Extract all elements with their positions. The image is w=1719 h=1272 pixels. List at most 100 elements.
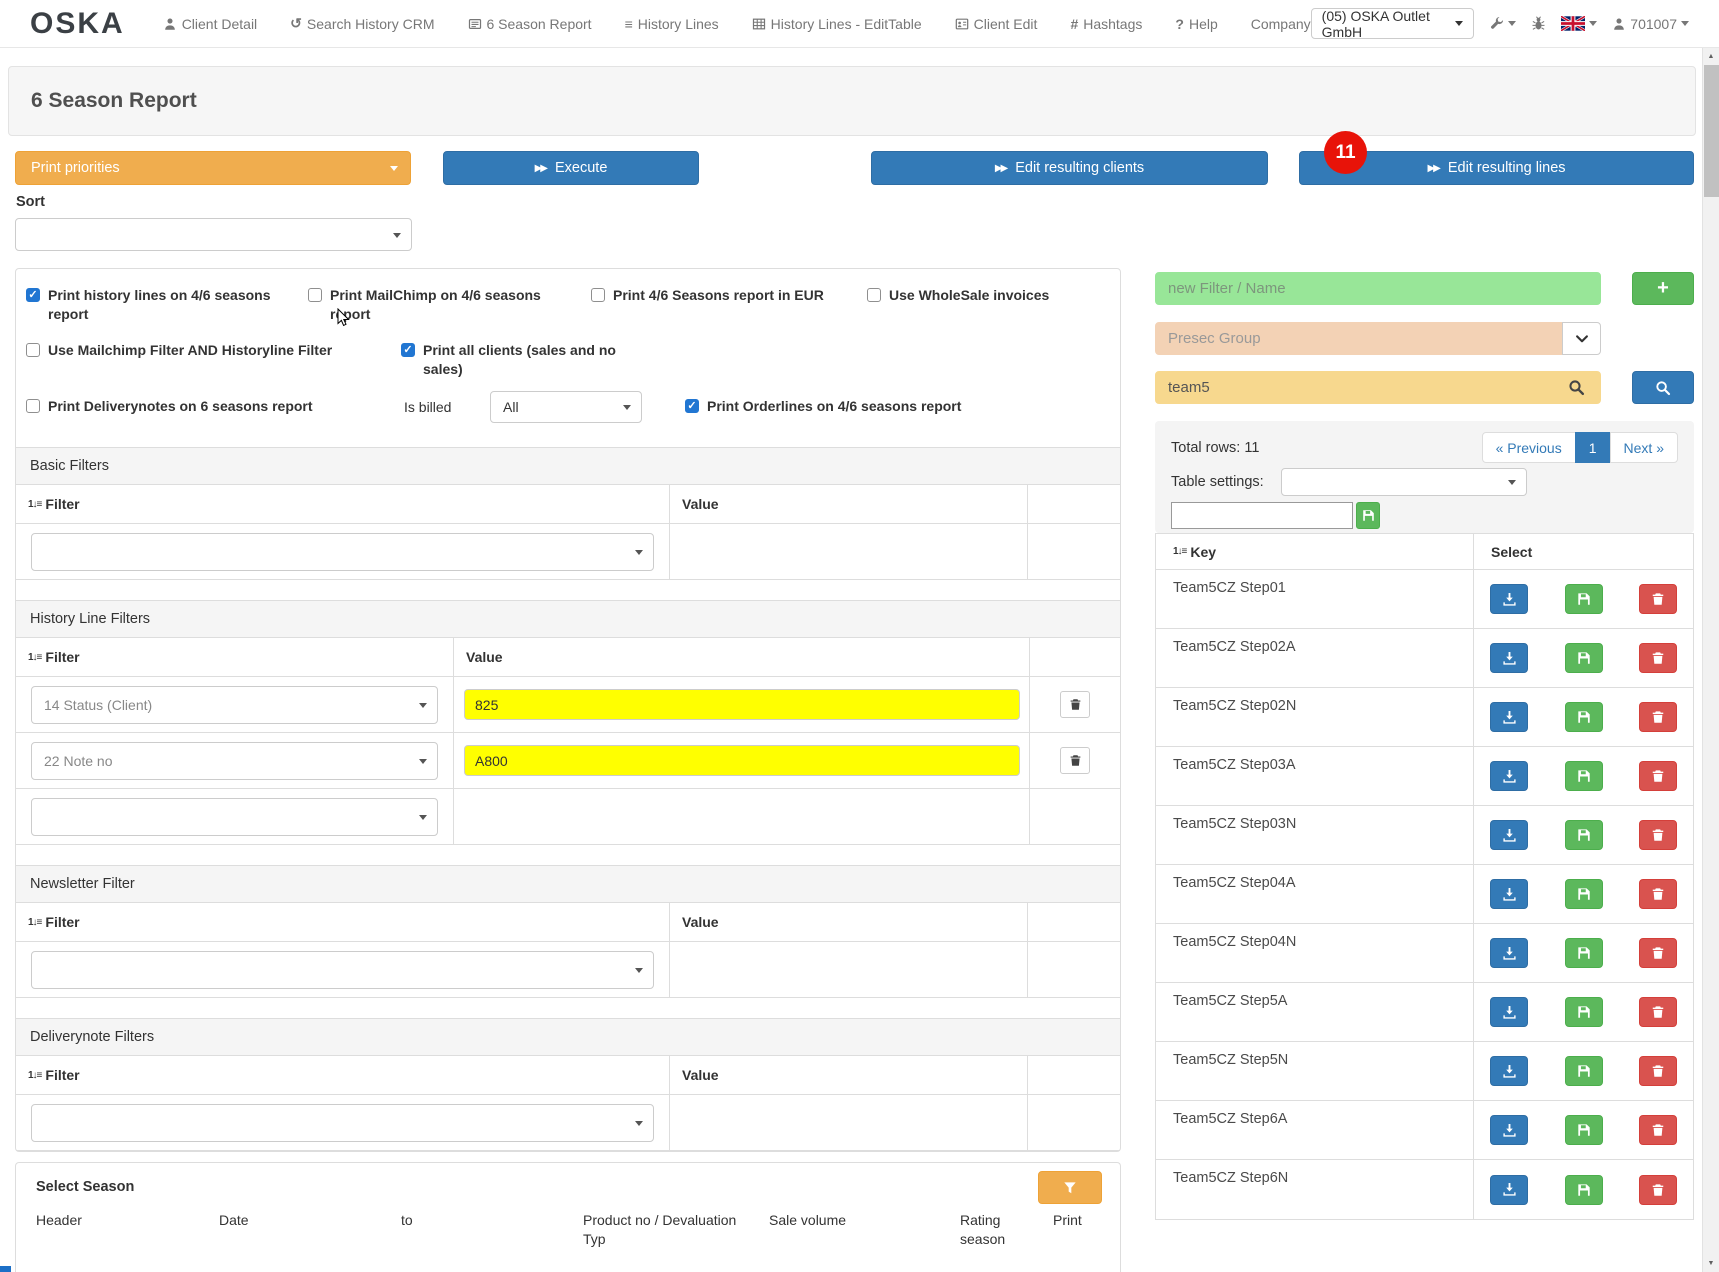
checkbox-print-orderlines[interactable]: Print Orderlines on 4/6 seasons report <box>685 397 1015 416</box>
checkbox-print-eur[interactable]: Print 4/6 Seasons report in EUR <box>591 286 859 305</box>
deliverynote-filter-select[interactable] <box>31 1103 654 1142</box>
key-column-header[interactable]: 1↓≡ Key <box>1156 534 1473 569</box>
load-filter-button[interactable] <box>1490 997 1528 1027</box>
save-filter-button[interactable] <box>1564 702 1603 732</box>
delete-filter-button[interactable] <box>1639 938 1677 968</box>
new-filter-name-input[interactable] <box>1155 272 1601 305</box>
checkbox-icon[interactable] <box>591 288 605 302</box>
save-filter-button[interactable] <box>1564 761 1603 791</box>
history-filter-value-input[interactable] <box>464 745 1020 776</box>
load-filter-button[interactable] <box>1490 584 1528 614</box>
delete-filter-button[interactable] <box>1639 820 1677 850</box>
checkbox-print-history-lines[interactable]: Print history lines on 4/6 seasons repor… <box>26 286 296 324</box>
save-filter-button[interactable] <box>1564 1115 1603 1145</box>
is-billed-select[interactable]: All <box>490 391 642 423</box>
scroll-up-arrow[interactable]: ▲ <box>1707 53 1715 60</box>
nav-item-company[interactable]: Company <box>1251 16 1311 32</box>
scroll-down-arrow[interactable]: ▼ <box>1707 1260 1715 1267</box>
debug-menu[interactable] <box>1531 16 1546 31</box>
history-filter-select[interactable]: 22 Note no <box>31 741 438 780</box>
delete-filter-button[interactable] <box>1639 879 1677 909</box>
save-filter-button[interactable] <box>1564 997 1603 1027</box>
checkbox-icon[interactable] <box>26 288 40 302</box>
load-filter-button[interactable] <box>1490 761 1528 791</box>
key-search-input[interactable] <box>1155 371 1601 404</box>
next-page-button[interactable]: Next » <box>1609 432 1678 463</box>
edit-resulting-clients-button[interactable]: ▶▶ Edit resulting clients <box>871 151 1268 185</box>
vertical-scrollbar[interactable]: ▲ ▼ <box>1702 48 1719 1272</box>
delete-filter-button[interactable] <box>1639 1174 1677 1205</box>
delete-filter-button[interactable] <box>1639 761 1677 791</box>
delete-filter-button[interactable] <box>1060 747 1090 774</box>
delete-filter-button[interactable] <box>1639 702 1677 732</box>
checkbox-icon[interactable] <box>308 288 322 302</box>
nav-item-hashtags[interactable]: # Hashtags <box>1070 16 1142 32</box>
settings-wrench-menu[interactable] <box>1489 16 1517 31</box>
checkbox-print-all-clients[interactable]: Print all clients (sales and no sales) <box>401 341 661 379</box>
load-filter-button[interactable] <box>1490 938 1528 968</box>
nav-item-client-edit[interactable]: Client Edit <box>955 16 1037 32</box>
checkbox-mailchimp-and-historyline[interactable]: Use Mailchimp Filter AND Historyline Fil… <box>26 341 396 360</box>
history-filter-select[interactable]: 14 Status (Client) <box>31 685 438 724</box>
filter-column-header[interactable]: 1↓≡ Filter <box>16 638 453 676</box>
user-menu[interactable]: 701007 <box>1612 16 1689 32</box>
previous-page-button[interactable]: « Previous <box>1481 432 1576 463</box>
season-filter-button[interactable] <box>1038 1171 1102 1204</box>
nav-item-search-history-crm[interactable]: ↺ Search History CRM <box>290 15 434 32</box>
save-table-settings-button[interactable] <box>1356 502 1380 529</box>
add-filter-button[interactable]: + <box>1632 272 1694 305</box>
save-filter-button[interactable] <box>1564 820 1603 850</box>
load-filter-button[interactable] <box>1490 1115 1528 1145</box>
company-select[interactable]: (05) OSKA Outlet GmbH <box>1310 8 1475 40</box>
language-menu[interactable] <box>1561 16 1598 31</box>
nav-item-history-lines-edittable[interactable]: History Lines - EditTable <box>752 16 922 32</box>
nav-item-help[interactable]: ? Help <box>1175 16 1217 32</box>
checkbox-print-deliverynotes[interactable]: Print Deliverynotes on 6 seasons report <box>26 397 396 416</box>
print-priorities-button[interactable]: Print priorities <box>15 151 411 185</box>
filter-column-header[interactable]: 1↓≡ Filter <box>16 1056 669 1094</box>
load-filter-button[interactable] <box>1490 1056 1528 1086</box>
save-filter-button[interactable] <box>1564 584 1603 614</box>
search-button[interactable] <box>1632 371 1694 404</box>
oska-logo[interactable]: OSKA <box>30 6 125 40</box>
delete-filter-button[interactable] <box>1639 1115 1677 1145</box>
nav-item-history-lines[interactable]: ≡ History Lines <box>625 16 719 32</box>
load-filter-button[interactable] <box>1490 1174 1528 1205</box>
history-filter-select[interactable] <box>31 797 438 836</box>
nav-item-client-detail[interactable]: Client Detail <box>163 16 257 32</box>
load-filter-button[interactable] <box>1490 820 1528 850</box>
presec-group-input[interactable] <box>1155 322 1562 355</box>
checkbox-icon[interactable] <box>867 288 881 302</box>
save-filter-button[interactable] <box>1564 1056 1603 1086</box>
delete-filter-button[interactable] <box>1060 691 1090 718</box>
checkbox-icon[interactable] <box>401 343 415 357</box>
page-1-button[interactable]: 1 <box>1574 432 1611 463</box>
filter-column-header[interactable]: 1↓≡ Filter <box>16 903 669 941</box>
checkbox-icon[interactable] <box>685 399 699 413</box>
table-settings-name-input[interactable] <box>1171 502 1353 529</box>
group-dropdown-button[interactable] <box>1562 322 1601 355</box>
checkbox-icon[interactable] <box>26 399 40 413</box>
delete-filter-button[interactable] <box>1639 1056 1677 1086</box>
basic-filter-select[interactable] <box>31 532 654 571</box>
nav-item-6-season-report[interactable]: 6 Season Report <box>468 16 592 32</box>
delete-filter-button[interactable] <box>1639 643 1677 673</box>
execute-button[interactable]: ▶▶ Execute <box>443 151 699 185</box>
table-settings-select[interactable] <box>1281 468 1527 496</box>
save-filter-button[interactable] <box>1564 938 1603 968</box>
load-filter-button[interactable] <box>1490 643 1528 673</box>
sort-select[interactable] <box>15 218 412 251</box>
load-filter-button[interactable] <box>1490 879 1528 909</box>
newsletter-filter-select[interactable] <box>31 950 654 989</box>
load-filter-button[interactable] <box>1490 702 1528 732</box>
save-filter-button[interactable] <box>1564 879 1603 909</box>
filter-column-header[interactable]: 1↓≡ Filter <box>16 485 669 523</box>
save-filter-button[interactable] <box>1564 643 1603 673</box>
delete-filter-button[interactable] <box>1639 997 1677 1027</box>
checkbox-wholesale-invoices[interactable]: Use WholeSale invoices <box>867 286 1112 305</box>
delete-filter-button[interactable] <box>1639 584 1677 614</box>
save-filter-button[interactable] <box>1564 1174 1603 1205</box>
history-filter-value-input[interactable] <box>464 689 1020 720</box>
checkbox-icon[interactable] <box>26 343 40 357</box>
scrollbar-thumb[interactable] <box>1704 65 1719 197</box>
